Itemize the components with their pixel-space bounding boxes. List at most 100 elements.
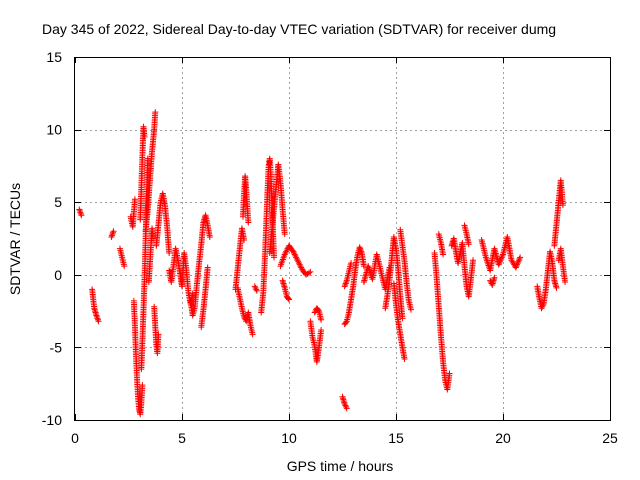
y-tick-label: 10 xyxy=(46,122,62,138)
data-point xyxy=(206,234,213,241)
data-point xyxy=(491,274,498,281)
data-point xyxy=(294,257,301,264)
data-point xyxy=(515,258,522,265)
data-point xyxy=(358,248,365,255)
data-point xyxy=(281,251,288,258)
data-point xyxy=(538,305,545,312)
data-point xyxy=(539,302,546,309)
data-point xyxy=(514,261,521,268)
data-point xyxy=(110,228,117,235)
data-point xyxy=(295,260,302,267)
data-point xyxy=(496,260,503,267)
data-point xyxy=(245,219,252,226)
data-point xyxy=(285,295,292,302)
data-point xyxy=(357,245,364,252)
data-point xyxy=(293,254,300,261)
data-point xyxy=(498,254,505,261)
data-point xyxy=(271,254,278,261)
data-point xyxy=(513,263,520,270)
data-point xyxy=(290,250,297,257)
data-point xyxy=(281,231,288,238)
data-point xyxy=(94,315,101,322)
data-point xyxy=(516,255,523,262)
x-tick-label: 10 xyxy=(281,430,297,446)
data-point xyxy=(342,280,349,287)
data-point xyxy=(342,281,349,288)
data-point xyxy=(93,313,100,320)
data-point xyxy=(517,254,524,261)
data-point xyxy=(290,248,297,255)
y-tick-label: 15 xyxy=(46,49,62,65)
data-point xyxy=(496,258,503,265)
data-point xyxy=(283,247,290,254)
x-tick-label: 5 xyxy=(178,430,186,446)
data-point xyxy=(108,234,115,241)
data-point xyxy=(342,402,349,409)
data-point xyxy=(166,250,173,257)
data-point xyxy=(514,260,521,267)
data-point xyxy=(307,268,314,275)
data-point xyxy=(497,257,504,264)
data-point xyxy=(95,316,102,323)
data-point xyxy=(150,235,157,242)
chart-title: Day 345 of 2022, Sidereal Day-to-day VTE… xyxy=(42,21,556,37)
data-point xyxy=(515,257,522,264)
data-point xyxy=(318,326,325,333)
data-point xyxy=(343,403,350,410)
data-point xyxy=(109,231,116,238)
data-point xyxy=(341,283,348,290)
data-point xyxy=(152,109,159,116)
y-tick-label: 0 xyxy=(54,267,62,283)
data-point xyxy=(559,202,566,209)
data-point xyxy=(108,232,115,239)
data-point xyxy=(343,279,350,286)
data-point xyxy=(499,252,506,259)
data-point xyxy=(495,261,502,268)
data-point xyxy=(241,313,248,320)
data-point xyxy=(77,209,84,216)
x-axis-label: GPS time / hours xyxy=(287,458,394,474)
x-tick-label: 20 xyxy=(495,430,511,446)
data-point xyxy=(141,133,148,140)
x-tick-label: 15 xyxy=(388,430,404,446)
data-point xyxy=(93,312,100,319)
data-point xyxy=(315,307,322,314)
data-point xyxy=(252,284,259,291)
data-point xyxy=(539,303,546,310)
data-point xyxy=(470,257,477,264)
x-tick-label: 0 xyxy=(71,430,79,446)
data-point xyxy=(305,269,312,276)
data-point xyxy=(241,236,248,243)
data-point xyxy=(293,255,300,262)
data-point xyxy=(251,283,258,290)
data-point xyxy=(76,206,83,213)
data-point xyxy=(189,290,196,297)
data-point xyxy=(498,255,505,262)
data-point xyxy=(292,252,299,259)
data-point xyxy=(562,279,569,286)
data-point xyxy=(109,229,116,236)
data-point xyxy=(297,263,304,270)
plot-frame xyxy=(74,57,611,421)
data-point xyxy=(401,356,408,363)
data-point xyxy=(249,331,256,338)
data-point xyxy=(204,264,211,271)
data-point xyxy=(283,248,290,255)
data-point xyxy=(296,261,303,268)
data-point xyxy=(78,212,85,219)
data-point xyxy=(253,286,260,293)
x-tick-label: 25 xyxy=(602,430,618,446)
data-point xyxy=(348,260,355,267)
data-point xyxy=(286,296,292,303)
data-point xyxy=(155,331,162,338)
y-axis-label: SDTVAR / TECUs xyxy=(7,183,23,295)
data-point xyxy=(512,264,519,271)
data-point xyxy=(357,247,364,254)
data-point xyxy=(139,382,146,389)
data-point xyxy=(282,250,289,257)
data-point xyxy=(399,315,406,322)
data-point xyxy=(446,370,453,377)
data-point xyxy=(341,401,348,408)
data-point xyxy=(253,287,260,294)
